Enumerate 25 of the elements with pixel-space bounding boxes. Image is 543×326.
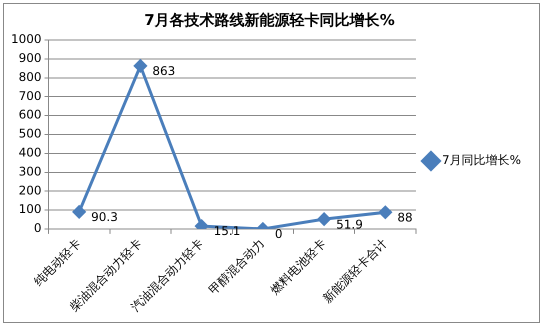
point — [378, 206, 392, 219]
y-tick-label: 500 — [18, 126, 42, 141]
y-tick-label: 400 — [18, 145, 42, 160]
y-tick-label: 300 — [18, 164, 42, 178]
point — [318, 212, 331, 226]
data-label: 90.3 — [91, 210, 118, 224]
chart-title: 7月各技术路线新能源轻卡同比增长% — [144, 10, 395, 29]
x-tick-label: 纯电动轻卡 — [31, 236, 84, 289]
x-tick-label: 甲醇混合动力 — [206, 236, 268, 298]
point — [134, 59, 147, 72]
point — [72, 205, 86, 218]
data-label: 863 — [152, 64, 176, 78]
y-tick-label: 600 — [18, 108, 42, 122]
data-label: 0 — [274, 227, 283, 242]
data-label: 15.1 — [214, 224, 240, 238]
y-tick-label: 200 — [18, 183, 42, 198]
data-label: 51.9 — [336, 217, 363, 232]
y-tick-label: 1000 — [10, 32, 42, 46]
y-tick-label: 700 — [18, 88, 42, 103]
y-tick-label: 900 — [18, 51, 42, 66]
y-tick-label: 0 — [34, 221, 42, 236]
data-label: 88 — [397, 210, 413, 224]
y-tick-label: 100 — [18, 202, 42, 216]
y-tick-label: 800 — [18, 70, 42, 84]
legend-label: 7月同比增长% — [442, 153, 522, 168]
